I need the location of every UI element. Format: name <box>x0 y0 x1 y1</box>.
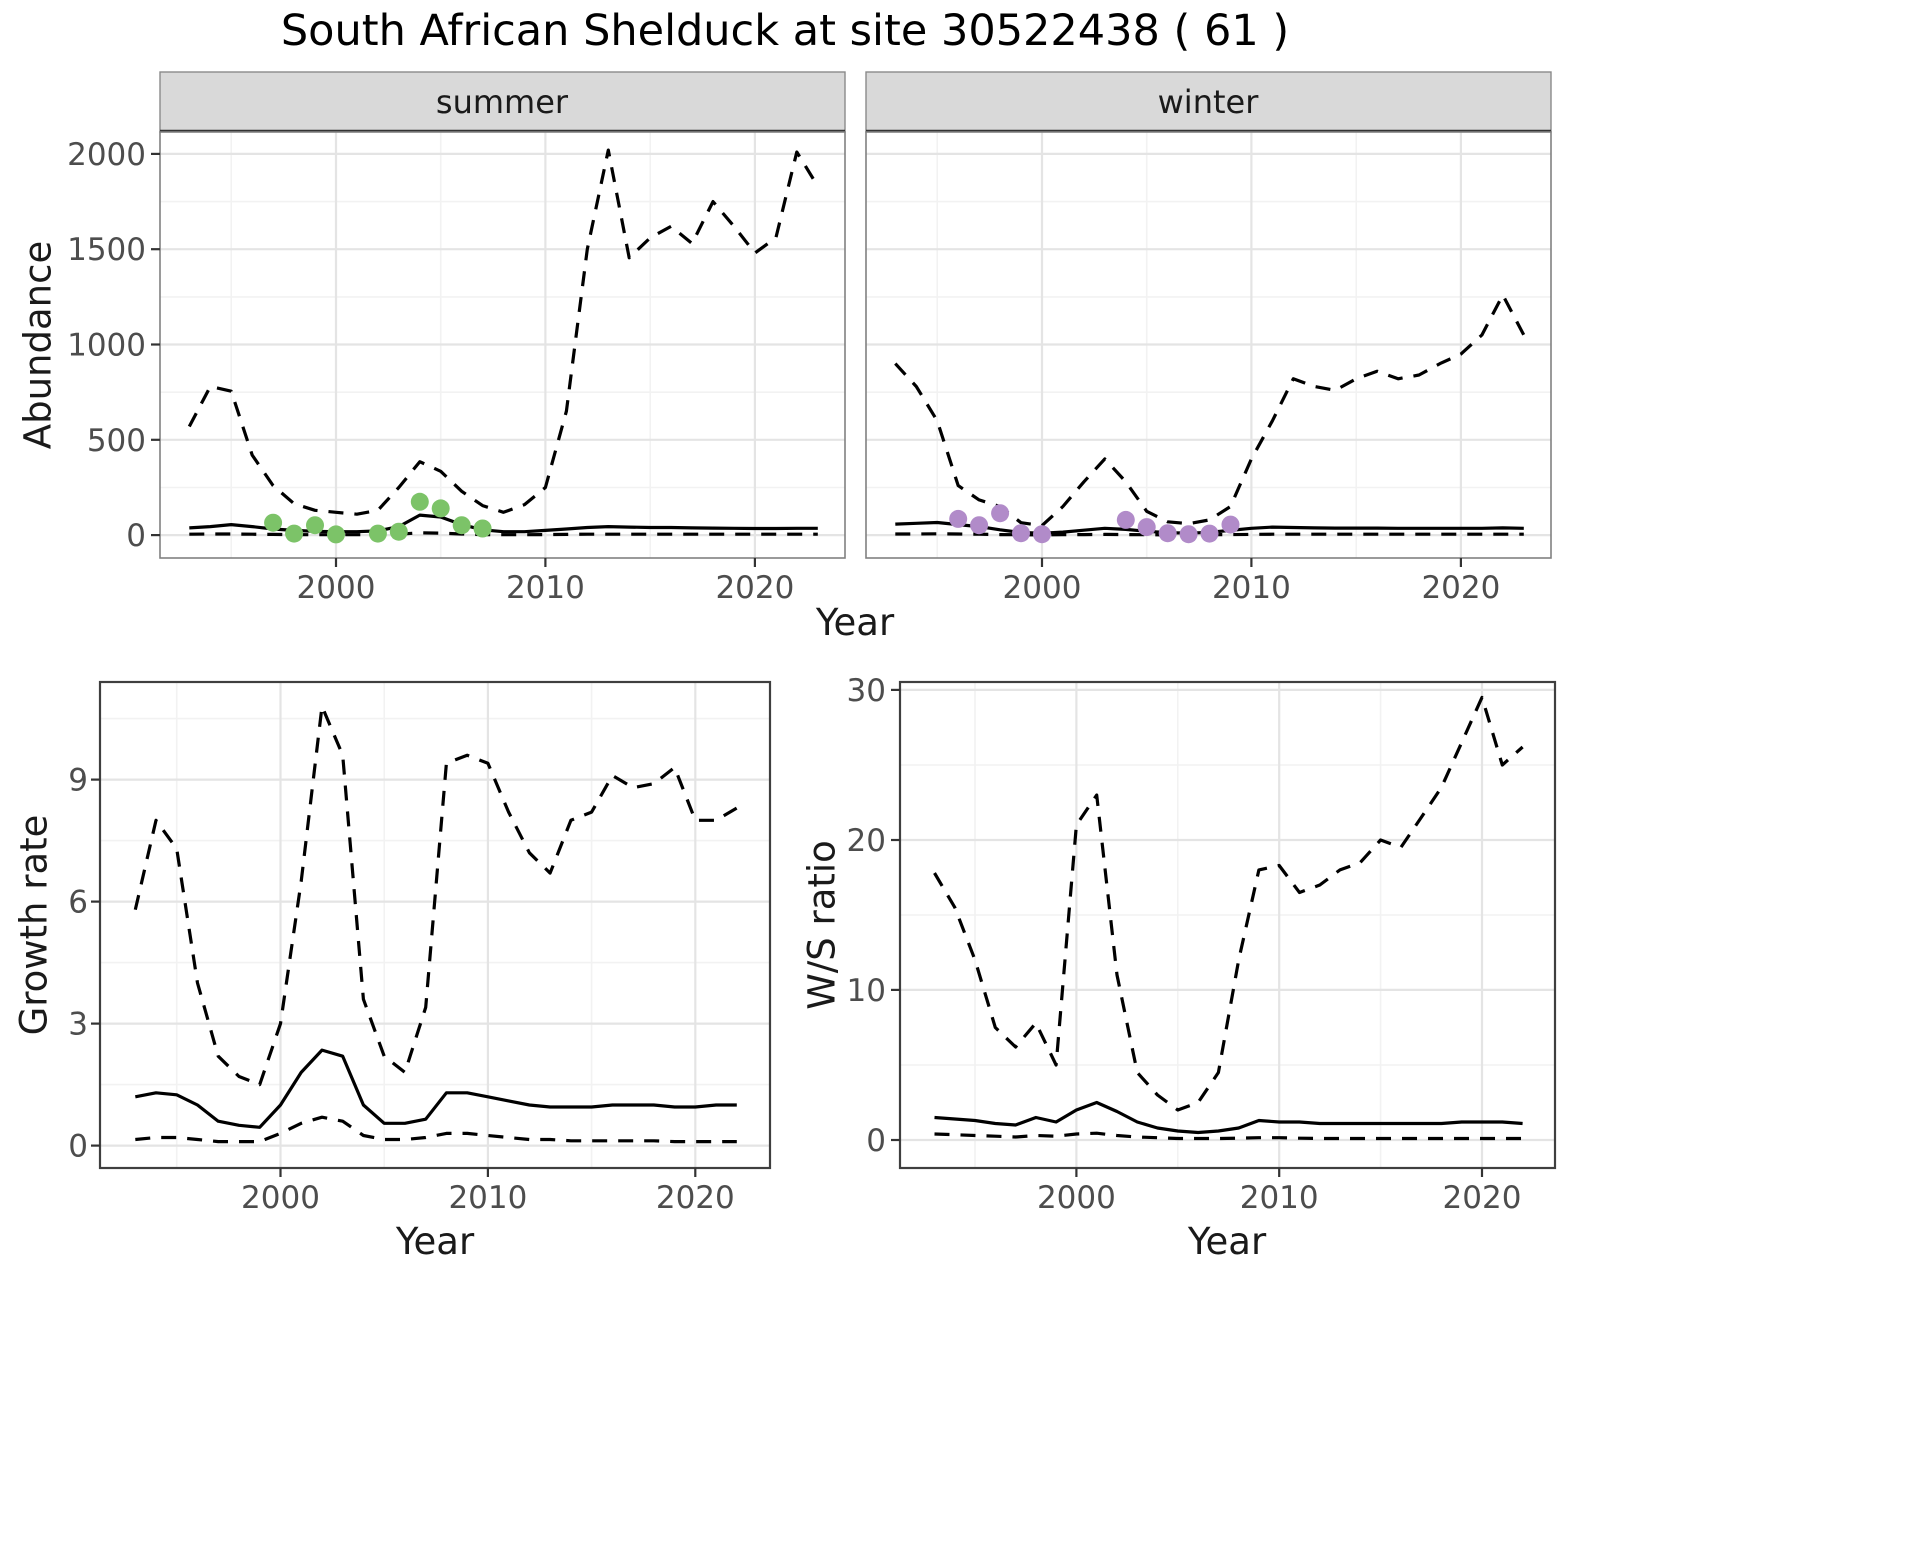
abundance-y-axis-title: Abundance <box>16 240 60 450</box>
ws-ratio-lower-ci-line <box>934 1131 1523 1141</box>
y-tick-label: 1500 <box>67 232 146 268</box>
summer-observed-point <box>306 516 324 535</box>
x-tick-label: 2000 <box>1003 570 1082 606</box>
x-tick-label: 2020 <box>1421 570 1500 606</box>
ws-ratio-panel-bg <box>900 682 1555 1168</box>
abundance-x-axis-title: Year <box>815 601 895 644</box>
x-tick-label: 2000 <box>241 1180 320 1216</box>
y-tick-label: 500 <box>87 423 146 459</box>
growth-rate-estimate-line <box>134 1048 737 1129</box>
summer-observed-point <box>389 522 408 541</box>
summer-observed-point <box>431 499 450 518</box>
winter-observed-point <box>1179 525 1198 544</box>
winter-observed-point <box>949 509 968 528</box>
facet-strip <box>159 71 846 133</box>
x-tick-label: 2020 <box>715 570 794 606</box>
x-tick-label: 2020 <box>1443 1180 1522 1216</box>
summer-observed-point <box>285 524 304 543</box>
y-tick-label: 2000 <box>67 137 146 173</box>
growth-rate-panel-bg <box>100 682 770 1168</box>
summer-observed-point <box>327 525 345 544</box>
winter-observed-point <box>991 504 1010 523</box>
x-tick-label: 2010 <box>1240 1180 1319 1216</box>
winter-observed-point <box>1137 518 1156 537</box>
summer-observed-point <box>473 519 492 538</box>
x-tick-label: 2020 <box>656 1180 735 1216</box>
y-tick-label: 6 <box>68 885 88 921</box>
growth-rate-x-axis-title: Year <box>395 1220 475 1263</box>
winter-observed-point <box>1012 524 1030 543</box>
y-tick-label: 0 <box>126 518 146 554</box>
x-tick-label: 2010 <box>448 1180 527 1216</box>
y-tick-label: 0 <box>68 1129 88 1165</box>
x-tick-label: 2000 <box>297 570 376 606</box>
ws-ratio-upper-ci-line <box>933 695 1524 1112</box>
y-tick-label: 10 <box>847 973 886 1009</box>
summer-observed-point <box>452 516 471 535</box>
growth-rate-panel-border <box>98 680 772 1170</box>
winter-observed-point <box>970 516 989 535</box>
y-tick-label: 0 <box>866 1123 886 1159</box>
summer-observed-point <box>410 492 429 511</box>
abundance-panel-border <box>865 131 1552 559</box>
winter-observed-point <box>1033 525 1051 544</box>
page-title: South African Shelduck at site 30522438 … <box>280 6 1290 56</box>
x-tick-label: 2010 <box>1212 570 1291 606</box>
facet-strip <box>865 71 1552 133</box>
x-tick-label: 2000 <box>1037 1180 1116 1216</box>
y-tick-label: 3 <box>68 1007 88 1043</box>
abundance-summer-upper-ci-line <box>187 148 820 516</box>
winter-observed-point <box>1200 524 1219 543</box>
x-tick-label: 2010 <box>506 570 585 606</box>
y-tick-label: 20 <box>847 823 886 859</box>
summer-observed-point <box>264 513 283 532</box>
y-tick-label: 9 <box>68 763 88 799</box>
winter-observed-point <box>1158 524 1177 543</box>
ws-ratio-panel-border <box>898 680 1557 1170</box>
winter-observed-point <box>1116 510 1135 529</box>
y-tick-label: 1000 <box>67 328 146 364</box>
facet-strip-label-winter: winter <box>1157 83 1259 121</box>
ws-ratio-x-axis-title: Year <box>1187 1220 1267 1263</box>
y-tick-label: 30 <box>847 673 886 709</box>
ws-ratio-estimate-line <box>934 1100 1523 1135</box>
winter-observed-point <box>1221 515 1240 534</box>
ws-ratio-y-axis-title: W/S ratio <box>800 840 844 1010</box>
growth-rate-y-axis-title: Growth rate <box>12 814 56 1036</box>
summer-observed-point <box>368 524 387 543</box>
facet-strip-label-summer: summer <box>435 83 569 121</box>
